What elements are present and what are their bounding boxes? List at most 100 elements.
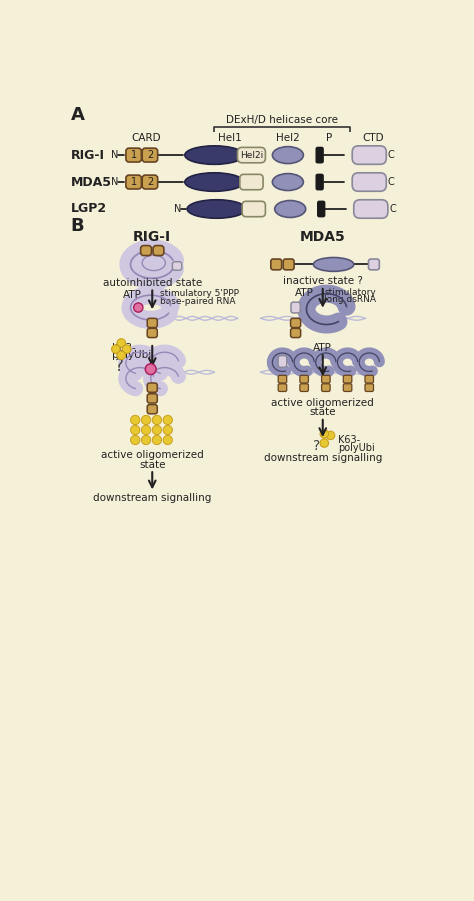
Circle shape [130, 435, 140, 444]
Ellipse shape [273, 174, 303, 190]
FancyBboxPatch shape [318, 201, 325, 216]
FancyBboxPatch shape [153, 246, 164, 256]
FancyBboxPatch shape [343, 384, 352, 391]
FancyBboxPatch shape [142, 175, 158, 189]
Text: LGP2: LGP2 [71, 203, 107, 215]
Text: downstream signalling: downstream signalling [93, 493, 211, 503]
Text: 2: 2 [147, 177, 153, 187]
FancyBboxPatch shape [316, 148, 323, 163]
FancyBboxPatch shape [354, 200, 388, 218]
Circle shape [122, 345, 131, 353]
Circle shape [152, 425, 162, 434]
Text: K63-: K63- [338, 435, 360, 445]
Text: A: A [71, 106, 85, 124]
FancyBboxPatch shape [242, 201, 265, 216]
Text: B: B [71, 217, 84, 235]
FancyBboxPatch shape [300, 384, 309, 391]
Circle shape [326, 432, 335, 440]
Text: state: state [310, 407, 336, 417]
FancyBboxPatch shape [343, 376, 352, 383]
FancyBboxPatch shape [147, 328, 157, 338]
Text: N: N [111, 177, 119, 187]
FancyBboxPatch shape [271, 259, 282, 269]
Circle shape [130, 425, 140, 434]
Text: P: P [326, 133, 332, 143]
FancyBboxPatch shape [321, 376, 330, 383]
Text: 1: 1 [131, 177, 137, 187]
Circle shape [163, 415, 173, 424]
Ellipse shape [273, 147, 303, 164]
FancyBboxPatch shape [291, 328, 301, 338]
Text: Hel2: Hel2 [276, 133, 300, 143]
Text: C: C [388, 177, 394, 187]
Text: ATP: ATP [294, 288, 313, 298]
Circle shape [152, 415, 162, 424]
Ellipse shape [185, 173, 244, 191]
FancyBboxPatch shape [352, 173, 386, 191]
Text: autoinhibited state: autoinhibited state [103, 278, 202, 288]
FancyBboxPatch shape [147, 318, 157, 328]
Text: CTD: CTD [362, 133, 384, 143]
Text: polyUbi: polyUbi [338, 442, 375, 452]
Text: 2: 2 [147, 150, 153, 160]
Text: Hel2i: Hel2i [240, 150, 263, 159]
Ellipse shape [275, 201, 306, 217]
Text: K63-: K63- [112, 342, 136, 352]
FancyBboxPatch shape [365, 384, 374, 391]
Text: MDA5: MDA5 [300, 231, 346, 244]
Circle shape [145, 364, 156, 375]
FancyBboxPatch shape [142, 148, 158, 162]
FancyBboxPatch shape [321, 384, 330, 391]
FancyBboxPatch shape [283, 259, 294, 269]
FancyBboxPatch shape [278, 356, 287, 368]
Circle shape [134, 303, 143, 312]
Text: base-paired RNA: base-paired RNA [160, 297, 236, 306]
FancyBboxPatch shape [141, 246, 152, 256]
FancyBboxPatch shape [126, 148, 141, 162]
Text: ATP: ATP [313, 342, 332, 352]
Text: MDA5: MDA5 [71, 176, 112, 188]
Text: long dsRNA: long dsRNA [324, 296, 376, 305]
Text: inactive state ?: inactive state ? [283, 277, 363, 287]
Circle shape [163, 435, 173, 444]
FancyBboxPatch shape [352, 146, 386, 164]
Circle shape [141, 415, 151, 424]
Text: CARD: CARD [131, 133, 161, 143]
Text: RIG-I: RIG-I [133, 231, 171, 244]
Circle shape [152, 435, 162, 444]
Text: DExH/D helicase core: DExH/D helicase core [226, 115, 338, 125]
FancyBboxPatch shape [278, 384, 287, 391]
Text: ?: ? [115, 357, 124, 375]
Text: ATP: ATP [123, 290, 142, 300]
Text: Hel1: Hel1 [218, 133, 242, 143]
Text: C: C [389, 204, 396, 214]
FancyBboxPatch shape [300, 376, 309, 383]
Ellipse shape [185, 146, 244, 164]
Text: C: C [388, 150, 394, 160]
Text: stimulatory: stimulatory [324, 287, 376, 296]
Text: polyUbi: polyUbi [112, 350, 151, 360]
Text: 1: 1 [131, 150, 137, 160]
Circle shape [117, 339, 126, 347]
Circle shape [320, 439, 328, 447]
Text: active oligomerized: active oligomerized [101, 450, 204, 460]
FancyBboxPatch shape [126, 175, 141, 189]
FancyBboxPatch shape [278, 376, 287, 383]
Text: stimulatory 5'PPP: stimulatory 5'PPP [160, 289, 239, 298]
Text: RIG-I: RIG-I [71, 149, 105, 161]
Ellipse shape [187, 200, 246, 218]
Circle shape [117, 351, 126, 359]
FancyBboxPatch shape [316, 174, 323, 190]
FancyBboxPatch shape [368, 259, 379, 269]
Ellipse shape [142, 255, 165, 270]
Text: downstream signalling: downstream signalling [264, 453, 382, 463]
Circle shape [130, 415, 140, 424]
FancyBboxPatch shape [147, 405, 157, 414]
FancyBboxPatch shape [240, 174, 263, 190]
Text: N: N [111, 150, 119, 160]
Text: ?: ? [313, 439, 321, 453]
Circle shape [141, 425, 151, 434]
Text: active oligomerized: active oligomerized [272, 398, 374, 408]
FancyBboxPatch shape [291, 318, 301, 328]
Circle shape [141, 435, 151, 444]
